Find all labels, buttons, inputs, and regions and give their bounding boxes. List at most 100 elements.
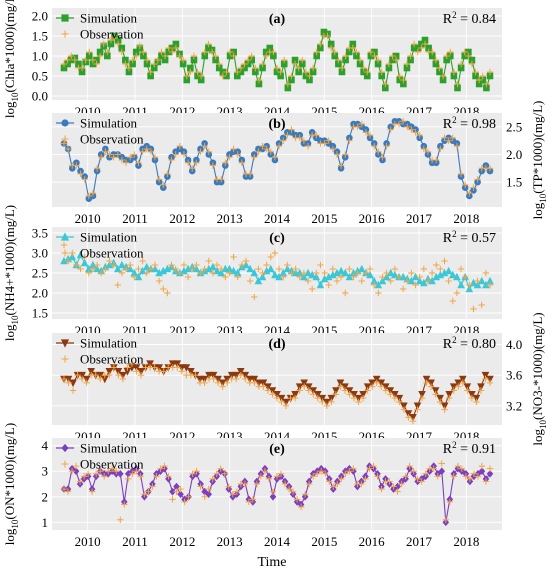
r-squared-label: R2 = 0.98 (443, 115, 496, 132)
observation-point (267, 253, 274, 261)
observation-point (314, 394, 321, 402)
legend-simulation-marker (61, 14, 69, 22)
observation-point (172, 265, 179, 273)
observation-point (458, 465, 466, 472)
observation-point (285, 485, 293, 493)
simulation-point (404, 410, 413, 418)
simulation-point (233, 72, 241, 80)
observation-point (106, 257, 113, 265)
simulation-point (254, 276, 263, 285)
observation-point (449, 134, 456, 142)
simulation-point (472, 394, 481, 403)
simulation-point (259, 379, 268, 388)
y-tick-label: 4.0 (506, 337, 522, 352)
simulation-point (126, 264, 134, 273)
legend-simulation-label: Simulation (80, 441, 138, 456)
observation-point (225, 483, 232, 490)
simulation-point (428, 276, 436, 285)
observation-point (251, 379, 258, 387)
simulation-point (107, 40, 115, 48)
simulation-point (378, 276, 387, 285)
simulation-point (409, 414, 417, 422)
simulation-point (335, 60, 342, 68)
observation-point (223, 68, 230, 76)
observation-point (73, 261, 80, 269)
observation-point (221, 470, 228, 477)
observation-point (470, 305, 477, 313)
observation-point (342, 52, 349, 60)
simulation-point (295, 383, 304, 391)
observation-point (93, 60, 100, 68)
simulation-point (105, 260, 114, 269)
observation-point (115, 371, 122, 379)
observation-point (273, 64, 281, 72)
simulation-point (486, 72, 494, 80)
panel-d: 2010 2011 2012 2013 2014 2015 2016 2017 20183.23… (52, 312, 548, 446)
simulation-point (418, 391, 426, 399)
observation-point (331, 48, 338, 56)
simulation-point (327, 40, 335, 48)
simulation-point (353, 52, 360, 60)
simulation-point (302, 72, 310, 80)
simulation-point (298, 60, 306, 68)
panel-label: (c) (269, 231, 285, 246)
simulation-point (313, 391, 322, 399)
observation-point (230, 52, 237, 60)
observation-point (291, 60, 299, 68)
simulation-point (385, 64, 393, 72)
observation-point (155, 176, 163, 183)
observation-point (486, 281, 494, 289)
observation-point (72, 462, 80, 470)
simulation-point (449, 383, 458, 391)
y-tick-label: 3 (42, 464, 49, 479)
x-tick-label: 2016 (359, 534, 386, 549)
simulation-point (389, 56, 396, 64)
observation-point (197, 72, 205, 80)
simulation-point (465, 284, 474, 293)
observation-point (474, 277, 481, 285)
observation-point (342, 289, 349, 297)
observation-point (432, 56, 440, 64)
observation-point (457, 60, 465, 68)
simulation-point (323, 398, 331, 407)
observation-point (296, 273, 303, 281)
observation-point (141, 491, 148, 498)
observation-point (302, 68, 310, 76)
observation-point (289, 488, 297, 495)
x-tick-label: 2014 (264, 534, 291, 549)
simulation-point (259, 64, 266, 72)
simulation-point (354, 394, 363, 403)
observation-point (143, 56, 151, 64)
simulation-point (190, 56, 198, 64)
simulation-point (114, 36, 122, 44)
observation-point (269, 488, 277, 495)
observation-point (396, 398, 403, 406)
observation-point (421, 40, 429, 48)
observation-point (205, 148, 212, 155)
simulation-point (125, 469, 132, 478)
observation-point (375, 148, 382, 155)
observation-point (147, 148, 155, 155)
simulation-point (446, 52, 454, 60)
observation-point (362, 475, 369, 483)
simulation-point (277, 394, 286, 403)
observation-point (400, 406, 408, 413)
simulation-point (64, 375, 73, 384)
simulation-point (336, 379, 345, 388)
y-tick-label: 3.2 (506, 398, 522, 413)
observation-point (445, 137, 452, 144)
simulation-point (150, 64, 158, 72)
observation-point (324, 32, 331, 40)
x-axis-title: Time (257, 555, 286, 570)
simulation-point (182, 364, 191, 372)
simulation-point (468, 391, 476, 399)
observation-point (241, 60, 248, 68)
observation-point (358, 277, 365, 285)
observation-point (325, 137, 332, 144)
y-tick-label: 0.0 (32, 89, 48, 104)
simulation-point (187, 64, 194, 72)
simulation-point (250, 375, 259, 384)
observation-point (296, 134, 303, 142)
r-squared-label: R2 = 0.84 (443, 10, 496, 27)
observation-point (277, 470, 285, 477)
